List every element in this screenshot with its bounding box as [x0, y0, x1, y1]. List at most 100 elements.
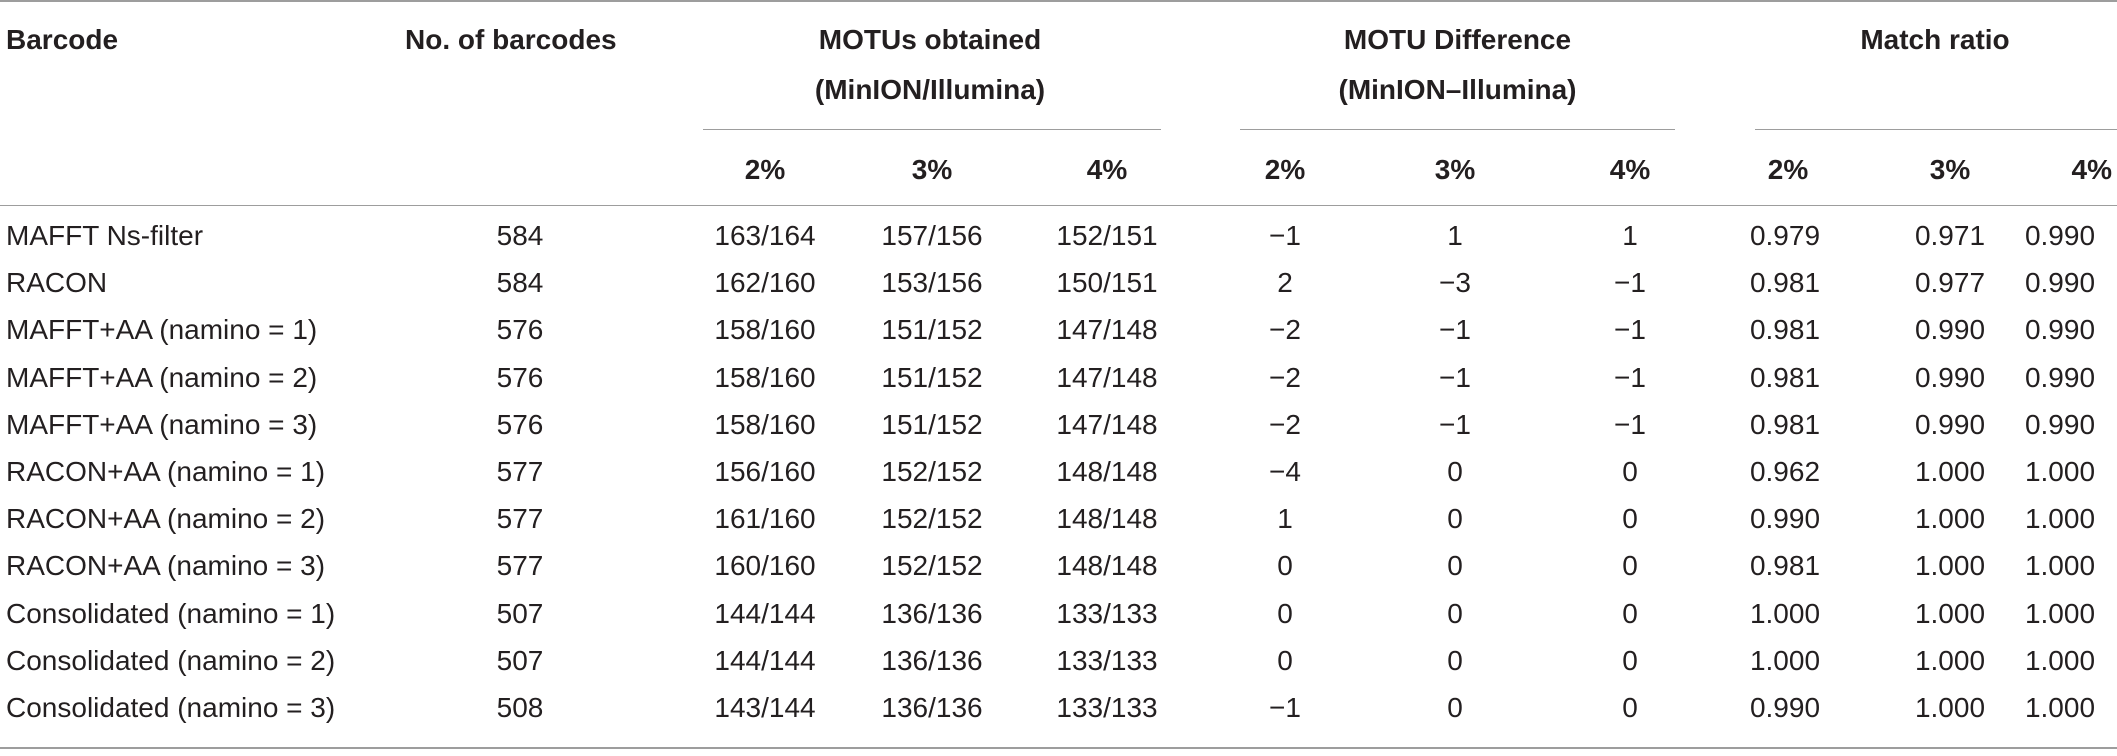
- cell-motus-3: 151/152: [881, 361, 983, 393]
- header-match-ratio: Match ratio: [1860, 24, 2010, 55]
- cell-diff-2: 2: [1277, 267, 1293, 299]
- table-row: MAFFT+AA (namino = 2) 576 158/160 151/152 14…: [0, 354, 2117, 401]
- cell-diff-2: −4: [1269, 456, 1301, 487]
- spanner-rule-match: [1755, 129, 2117, 130]
- cell-motus-2: 144/144: [714, 644, 816, 676]
- cell-match-3: 1.000: [1914, 644, 1986, 676]
- cell-motus-3: 151/152: [881, 408, 983, 440]
- cell-motus-2: 158/160: [714, 408, 816, 440]
- cell-motus-4: 147/148: [1056, 408, 1158, 440]
- subheader-motus-3: 3%: [911, 154, 953, 185]
- cell-match-4: 1.000: [2024, 503, 2096, 535]
- row-label: Consolidated (namino = 3): [6, 692, 336, 723]
- cell-diff-4: 0: [1622, 692, 1638, 723]
- cell-motus-4: 152/151: [1056, 220, 1158, 251]
- cell-motus-2: 158/160: [714, 361, 816, 393]
- cell-motus-2: 156/160: [714, 456, 816, 487]
- cell-diff-2: 0: [1277, 597, 1293, 629]
- row-label: RACON+AA (namino = 2): [6, 503, 326, 535]
- table-row: RACON 584 162/160 153/156 150/151 2 −3 −1 0.981 0…: [0, 259, 2117, 306]
- cell-num-barcodes: 577: [496, 456, 544, 487]
- cell-motus-3: 151/152: [881, 314, 983, 346]
- cell-motus-3: 136/136: [881, 597, 983, 629]
- cell-motus-3: 153/156: [881, 267, 983, 299]
- cell-motus-2: 158/160: [714, 314, 816, 346]
- cell-match-2: 0.981: [1749, 361, 1821, 393]
- cell-num-barcodes: 576: [496, 361, 544, 393]
- cell-diff-3: 0: [1447, 597, 1463, 629]
- subheader-match-2: 2%: [1767, 154, 1809, 185]
- cell-match-2: 0.962: [1749, 456, 1821, 487]
- cell-diff-3: −1: [1439, 408, 1471, 440]
- cell-match-2: 0.990: [1749, 692, 1821, 723]
- subheader-match-3: 3%: [1929, 154, 1971, 185]
- cell-motus-3: 152/152: [881, 456, 983, 487]
- cell-match-2: 0.981: [1749, 408, 1821, 440]
- cell-diff-2: −1: [1269, 220, 1301, 251]
- cell-match-3: 1.000: [1914, 597, 1986, 629]
- cell-diff-2: −2: [1269, 314, 1301, 346]
- header-motus-obtained-line2: (MinION/Illumina): [814, 74, 1046, 105]
- cell-motus-4: 147/148: [1056, 361, 1158, 393]
- cell-match-4: 1.000: [2024, 550, 2096, 582]
- cell-motus-3: 136/136: [881, 692, 983, 723]
- cell-match-4: 1.000: [2024, 644, 2096, 676]
- row-label: Consolidated (namino = 2): [6, 644, 336, 676]
- cell-diff-2: −2: [1269, 408, 1301, 440]
- row-label: MAFFT+AA (namino = 2): [6, 361, 318, 393]
- cell-num-barcodes: 576: [496, 314, 544, 346]
- cell-match-4: 0.990: [2024, 361, 2096, 393]
- cell-match-3: 0.990: [1914, 314, 1986, 346]
- cell-match-4: 0.990: [2024, 408, 2096, 440]
- cell-motus-2: 143/144: [714, 692, 816, 723]
- subheader-match-4: 4%: [2071, 154, 2112, 185]
- cell-motus-4: 133/133: [1056, 644, 1158, 676]
- cell-num-barcodes: 507: [496, 597, 544, 629]
- cell-diff-4: 0: [1622, 597, 1638, 629]
- cell-match-3: 0.990: [1914, 408, 1986, 440]
- cell-motus-4: 133/133: [1056, 692, 1158, 723]
- cell-motus-3: 157/156: [881, 220, 983, 251]
- cell-match-2: 0.981: [1749, 314, 1821, 346]
- subheader-diff-2: 2%: [1264, 154, 1306, 185]
- cell-match-3: 1.000: [1914, 456, 1986, 487]
- cell-diff-3: 0: [1447, 692, 1463, 723]
- table-bottom-rule: [0, 747, 2117, 749]
- row-label: Consolidated (namino = 1): [6, 597, 336, 629]
- cell-diff-4: 0: [1622, 644, 1638, 676]
- cell-match-2: 0.990: [1749, 503, 1821, 535]
- subheader-diff-3: 3%: [1434, 154, 1476, 185]
- cell-match-4: 1.000: [2024, 597, 2096, 629]
- row-label: RACON+AA (namino = 1): [6, 456, 326, 487]
- header-motu-difference-line2: (MinION–Illumina): [1338, 74, 1577, 105]
- cell-match-3: 1.000: [1914, 692, 1986, 723]
- cell-motus-4: 148/148: [1056, 503, 1158, 535]
- subheader-motus-2: 2%: [744, 154, 786, 185]
- subheader-diff-4: 4%: [1609, 154, 1651, 185]
- cell-match-3: 1.000: [1914, 550, 1986, 582]
- header-barcode: Barcode: [6, 24, 119, 55]
- cell-motus-2: 160/160: [714, 550, 816, 582]
- cell-diff-2: −2: [1269, 361, 1301, 393]
- cell-diff-3: 0: [1447, 644, 1463, 676]
- subheader-motus-4: 4%: [1086, 154, 1128, 185]
- cell-num-barcodes: 577: [496, 503, 544, 535]
- cell-diff-4: −1: [1614, 314, 1646, 346]
- cell-num-barcodes: 576: [496, 408, 544, 440]
- cell-num-barcodes: 508: [496, 692, 544, 723]
- spanner-rule-difference: [1240, 129, 1675, 130]
- row-label: MAFFT Ns-filter: [6, 220, 204, 251]
- cell-match-2: 0.979: [1749, 220, 1821, 251]
- header-motus-obtained-line1: MOTUs obtained: [818, 24, 1042, 55]
- row-label: MAFFT+AA (namino = 3): [6, 408, 318, 440]
- cell-num-barcodes: 577: [496, 550, 544, 582]
- cell-match-4: 0.990: [2024, 220, 2096, 251]
- cell-match-4: 0.990: [2024, 267, 2096, 299]
- cell-match-3: 0.990: [1914, 361, 1986, 393]
- cell-match-3: 1.000: [1914, 503, 1986, 535]
- cell-diff-2: 0: [1277, 550, 1293, 582]
- cell-num-barcodes: 584: [496, 220, 544, 251]
- table-row: MAFFT Ns-filter 584 163/164 157/156 152/151 −…: [0, 212, 2117, 259]
- cell-match-3: 0.971: [1914, 220, 1986, 251]
- row-label: RACON+AA (namino = 3): [6, 550, 326, 582]
